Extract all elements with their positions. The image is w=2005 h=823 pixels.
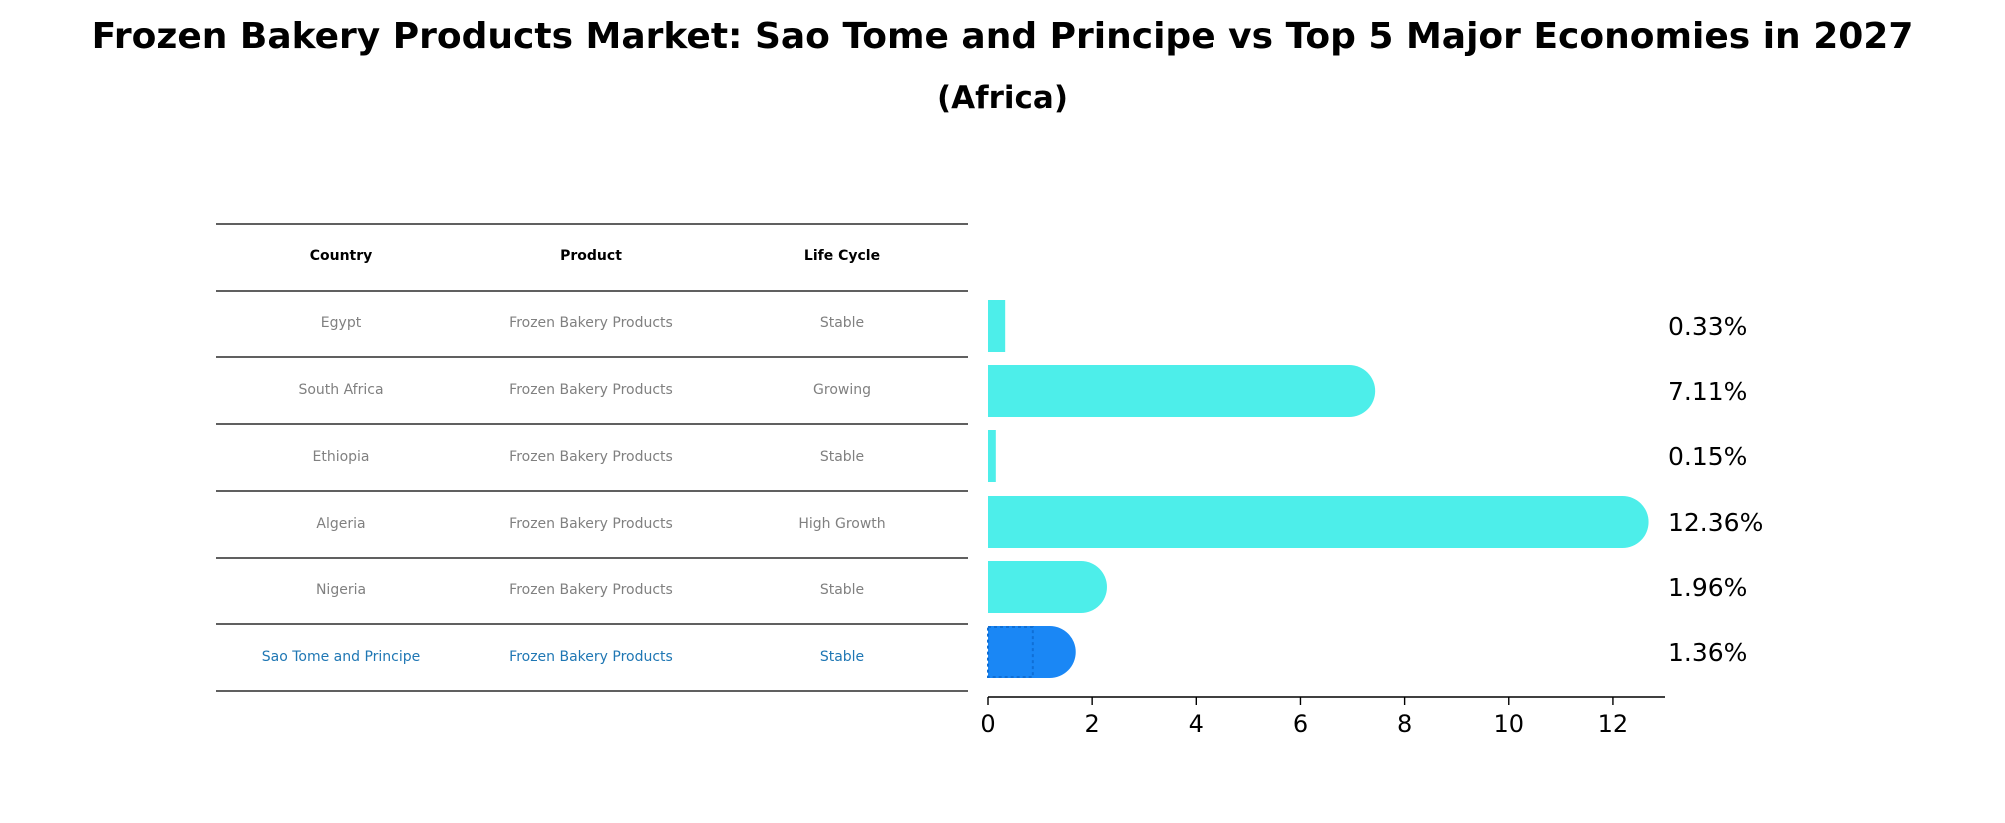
cell-country: Ethiopia xyxy=(312,449,370,465)
bar xyxy=(988,300,1006,352)
bar xyxy=(988,430,996,482)
header-country: Country xyxy=(309,248,373,264)
cell-product: Frozen Bakery Products xyxy=(509,315,673,331)
cell-life-cycle: Stable xyxy=(819,649,865,665)
x-tick-label: 12 xyxy=(1598,710,1629,738)
cell-product: Frozen Bakery Products xyxy=(509,582,673,598)
bar-value-label: 0.15% xyxy=(1668,442,1747,471)
cell-life-cycle: Stable xyxy=(819,315,865,331)
header-life-cycle: Life Cycle xyxy=(803,248,881,264)
chart-title: Frozen Bakery Products Market: Sao Tome … xyxy=(91,16,1914,57)
bar-highlight-outline xyxy=(987,626,1034,678)
bar-value-label: 1.36% xyxy=(1668,638,1747,667)
cell-country: Egypt xyxy=(320,315,362,331)
x-tick-label: 10 xyxy=(1493,710,1524,738)
bar xyxy=(988,496,1649,548)
cell-country: Algeria xyxy=(316,516,366,532)
bar-value-label: 7.11% xyxy=(1668,377,1747,406)
chart-subtitle: (Africa) xyxy=(936,80,1069,116)
bar-value-label: 1.96% xyxy=(1668,573,1747,602)
header-product: Product xyxy=(560,248,622,264)
x-tick-label: 6 xyxy=(1293,710,1308,738)
cell-country: Nigeria xyxy=(315,582,367,598)
bar-highlight xyxy=(988,626,1076,678)
x-tick-label: 0 xyxy=(980,710,995,738)
x-tick-label: 4 xyxy=(1189,710,1204,738)
bar xyxy=(988,561,1107,613)
cell-product: Frozen Bakery Products xyxy=(509,449,673,465)
x-tick-label: 8 xyxy=(1397,710,1412,738)
cell-product: Frozen Bakery Products xyxy=(509,382,673,398)
cell-life-cycle: Growing xyxy=(813,382,871,398)
cell-product: Frozen Bakery Products xyxy=(509,649,673,665)
bar-value-label: 12.36% xyxy=(1668,508,1763,537)
cell-country: Sao Tome and Principe xyxy=(261,649,421,665)
bar-value-label: 0.33% xyxy=(1668,312,1747,341)
cell-life-cycle: Stable xyxy=(819,582,865,598)
cell-product: Frozen Bakery Products xyxy=(509,516,673,532)
cell-country: South Africa xyxy=(298,382,384,398)
cell-life-cycle: Stable xyxy=(819,449,865,465)
bar xyxy=(988,365,1376,417)
x-tick-label: 2 xyxy=(1085,710,1100,738)
cell-life-cycle: High Growth xyxy=(798,516,886,532)
